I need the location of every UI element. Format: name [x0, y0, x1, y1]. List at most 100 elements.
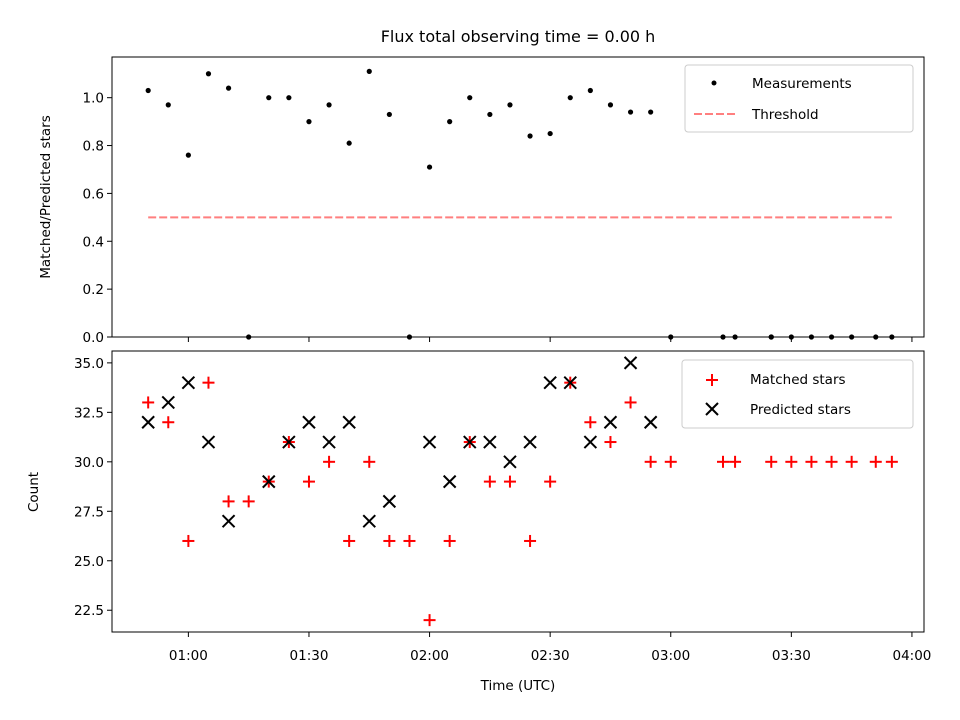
matched-stars-point [604, 436, 617, 449]
measurements-point [225, 85, 232, 91]
legend-label-threshold: Threshold [751, 107, 819, 123]
legend-marker-predicted-stars [705, 402, 719, 416]
predicted-stars-point [422, 435, 437, 449]
measurements-point [567, 95, 573, 101]
chart-title: Flux total observing time = 0.00 h [381, 27, 656, 46]
x-tick-label: 01:30 [290, 648, 329, 664]
top-legend: Measurements Threshold [684, 64, 914, 133]
x-tick-label: 03:00 [651, 648, 690, 664]
x-tick-label: 03:30 [772, 648, 811, 664]
matched-stars-point [785, 455, 798, 468]
matched-stars-point [524, 534, 537, 547]
matched-stars-point [885, 455, 898, 468]
predicted-stars-point [463, 435, 477, 449]
bottom-y-tick-label: 22.5 [74, 603, 104, 619]
predicted-stars-point [603, 415, 618, 429]
bottom-y-tick-label: 30.0 [74, 455, 104, 471]
matched-stars-point [664, 455, 677, 468]
bottom-plot-area [141, 356, 898, 627]
predicted-stars-point [282, 435, 296, 449]
matched-stars-point [302, 475, 315, 488]
matched-stars-point [403, 534, 416, 547]
matched-stars-point [717, 455, 730, 468]
predicted-stars-point [221, 514, 236, 528]
bottom-y-tick-label: 25.0 [74, 554, 104, 570]
top-y-tick-label: 0.4 [83, 234, 104, 250]
matched-stars-point [202, 376, 215, 389]
legend-label-predicted-stars: Predicted stars [750, 402, 851, 418]
matched-stars-point [443, 534, 456, 547]
top-y-tick-label: 0.8 [83, 139, 104, 155]
bottom-y-tick-label: 32.5 [74, 405, 104, 421]
top-axes-frame [111, 56, 925, 338]
top-y-tick-label: 1.0 [83, 91, 104, 107]
predicted-stars-point [362, 514, 376, 528]
measurements-point [366, 68, 372, 74]
bottom-legend: Matched stars Predicted stars [681, 359, 914, 429]
x-tick-label: 01:00 [169, 648, 208, 664]
x-tick-label: 04:00 [892, 648, 931, 664]
predicted-stars-point [181, 375, 196, 390]
matched-stars-point [182, 534, 195, 547]
legend-label-measurements: Measurements [752, 76, 852, 92]
matched-stars-point [544, 475, 557, 488]
measurements-point [467, 95, 473, 101]
predicted-stars-point [262, 474, 276, 489]
bottom-y-tick-label: 35.0 [74, 356, 104, 372]
measurements-point [205, 71, 212, 77]
measurements-point [507, 102, 513, 108]
matched-stars-point [729, 455, 742, 468]
predicted-stars-point [442, 474, 457, 489]
top-y-tick-label: 0.0 [83, 330, 104, 346]
matched-stars-point [845, 455, 858, 468]
matched-stars-point [825, 455, 838, 468]
measurements-point [306, 119, 312, 125]
measurements-point [426, 164, 433, 170]
bottom-y-tick-label: 27.5 [74, 504, 104, 520]
x-tick-label: 02:00 [410, 648, 449, 664]
predicted-stars-point [643, 415, 658, 429]
measurements-point [607, 102, 614, 108]
measurements-point [627, 109, 634, 115]
matched-stars-point [142, 396, 155, 409]
predicted-stars-point [543, 375, 557, 390]
bottom-panel: 22.5 25.0 27.5 30.0 32.5 35.0 01:00 01:30 02:00… [26, 350, 931, 694]
matched-stars-point [363, 455, 376, 468]
bottom-y-axis: 22.5 25.0 27.5 30.0 32.5 35.0 [74, 356, 112, 619]
matched-stars-point [503, 475, 516, 488]
x-tick-label: 02:30 [531, 648, 570, 664]
measurements-point [165, 102, 171, 108]
matched-stars-point [644, 455, 657, 468]
measurements-point [487, 111, 493, 118]
x-axis-label: Time (UTC) [480, 678, 556, 694]
measurements-point [326, 102, 332, 108]
top-x-axis [187, 337, 913, 342]
measurements-point [266, 95, 272, 101]
predicted-stars-point [302, 415, 316, 429]
top-legend-frame [684, 64, 914, 133]
measurements-point [286, 95, 292, 101]
bottom-legend-frame [681, 359, 914, 429]
predicted-stars-point [342, 415, 356, 429]
predicted-stars-point [583, 435, 598, 449]
predicted-stars-point [563, 375, 577, 390]
legend-label-matched-stars: Matched stars [750, 372, 846, 388]
measurements-point [145, 87, 151, 94]
bottom-axes-frame [111, 350, 925, 633]
matched-stars-point [805, 455, 818, 468]
bottom-x-axis: 01:00 01:30 02:00 02:30 03:00 03:30 04:00 [169, 632, 931, 664]
legend-marker-matched-stars [706, 374, 718, 386]
predicted-stars-point [141, 415, 155, 429]
matched-stars-point [624, 396, 637, 409]
top-y-axis: 0.0 0.2 0.4 0.6 0.8 1.0 [83, 91, 112, 346]
measurements-point [527, 133, 533, 139]
predicted-stars-point [503, 455, 517, 469]
top-y-axis-label: Matched/Predicted stars [38, 115, 54, 278]
matched-stars-point [383, 534, 396, 547]
predicted-stars-point [483, 435, 497, 449]
measurements-point [587, 87, 593, 94]
matched-stars-point [242, 495, 255, 508]
matched-stars-point [869, 455, 882, 468]
matched-stars-point [222, 495, 235, 508]
